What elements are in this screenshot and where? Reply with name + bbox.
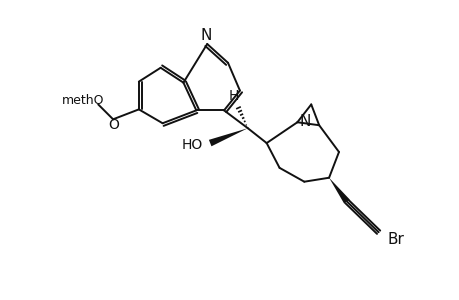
Text: H: H bbox=[228, 88, 239, 103]
Text: O: O bbox=[108, 118, 119, 132]
Polygon shape bbox=[328, 178, 349, 204]
Text: N: N bbox=[299, 114, 310, 129]
Text: HO: HO bbox=[182, 138, 203, 152]
Polygon shape bbox=[208, 128, 247, 146]
Text: Br: Br bbox=[386, 232, 403, 247]
Text: methO: methO bbox=[62, 94, 104, 107]
Text: N: N bbox=[200, 28, 212, 43]
